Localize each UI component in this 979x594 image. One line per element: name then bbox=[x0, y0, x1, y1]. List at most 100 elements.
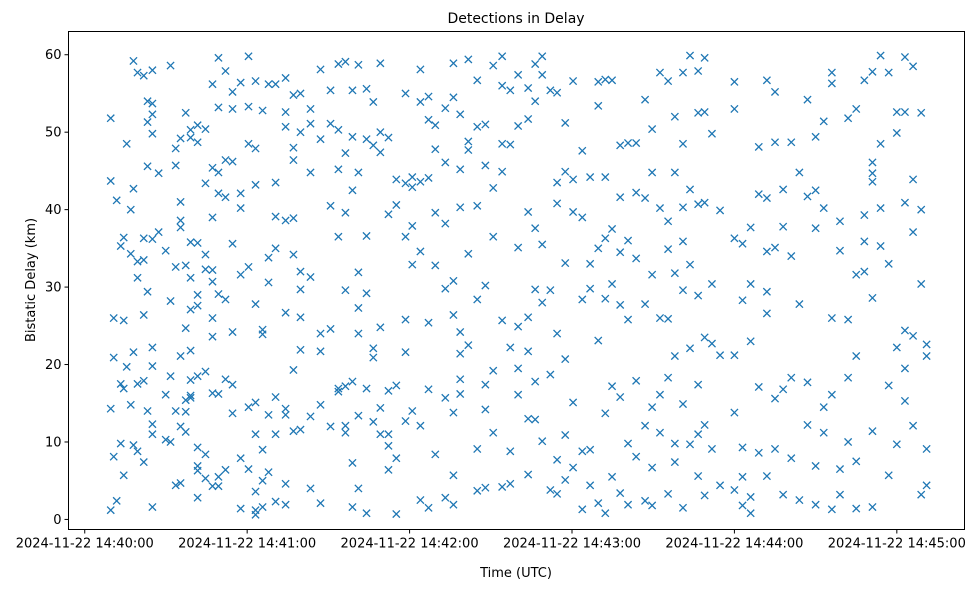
y-axis: 0 10 20 30 40 50 60 bbox=[45, 48, 69, 528]
data-point bbox=[754, 142, 763, 151]
data-point bbox=[376, 128, 385, 137]
data-point bbox=[754, 382, 763, 392]
data-point bbox=[258, 476, 267, 485]
data-point bbox=[578, 505, 587, 514]
data-point bbox=[868, 177, 877, 186]
data-point bbox=[648, 501, 657, 510]
data-point bbox=[754, 448, 763, 457]
data-point bbox=[498, 81, 507, 90]
y-tick-label: 20 bbox=[45, 358, 62, 373]
data-point bbox=[456, 165, 465, 174]
data-point bbox=[601, 173, 610, 182]
data-point bbox=[139, 458, 148, 467]
data-point bbox=[316, 65, 325, 74]
data-point bbox=[244, 465, 253, 474]
data-point bbox=[244, 139, 253, 148]
data-point bbox=[258, 106, 267, 115]
data-point bbox=[251, 180, 260, 189]
data-point bbox=[201, 474, 210, 483]
data-point bbox=[258, 502, 267, 512]
data-point bbox=[900, 198, 910, 207]
data-point bbox=[514, 70, 523, 79]
data-point bbox=[171, 406, 180, 416]
data-point bbox=[762, 76, 771, 85]
data-point bbox=[670, 458, 679, 467]
data-point bbox=[106, 506, 115, 515]
data-point bbox=[738, 501, 747, 510]
data-point bbox=[561, 430, 570, 440]
data-point bbox=[909, 421, 918, 430]
data-point bbox=[827, 79, 836, 88]
data-point bbox=[632, 254, 641, 263]
data-point bbox=[835, 465, 845, 474]
data-point bbox=[569, 175, 578, 184]
data-point bbox=[228, 87, 237, 96]
data-point bbox=[524, 470, 533, 479]
data-point bbox=[884, 259, 893, 268]
data-point bbox=[264, 278, 273, 287]
data-point bbox=[244, 262, 253, 272]
data-point bbox=[326, 86, 335, 95]
data-point bbox=[228, 380, 237, 389]
data-point bbox=[546, 86, 555, 95]
data-point bbox=[208, 80, 217, 89]
data-point bbox=[506, 447, 515, 456]
data-point bbox=[176, 197, 185, 206]
data-point bbox=[326, 119, 335, 128]
data-point bbox=[214, 53, 223, 62]
data-point bbox=[900, 52, 910, 62]
data-point bbox=[694, 291, 703, 300]
data-point bbox=[655, 314, 665, 323]
data-point bbox=[326, 422, 335, 431]
data-point bbox=[281, 216, 290, 225]
data-point bbox=[655, 390, 665, 399]
data-point bbox=[827, 505, 836, 514]
data-point bbox=[578, 146, 587, 155]
data-point bbox=[819, 403, 828, 412]
data-point bbox=[401, 315, 410, 324]
data-point bbox=[228, 157, 237, 166]
data-point bbox=[306, 104, 315, 114]
data-point bbox=[334, 59, 343, 69]
data-point bbox=[738, 239, 747, 248]
data-point bbox=[578, 295, 587, 304]
data-point bbox=[289, 156, 298, 165]
data-point bbox=[538, 298, 547, 307]
data-point bbox=[601, 409, 610, 418]
data-point bbox=[384, 441, 393, 450]
data-point bbox=[143, 97, 152, 106]
data-point bbox=[148, 420, 157, 429]
data-point bbox=[700, 491, 709, 500]
data-point bbox=[201, 265, 210, 274]
data-point bbox=[827, 314, 836, 323]
data-point bbox=[122, 139, 131, 148]
data-point bbox=[616, 393, 625, 402]
data-point bbox=[228, 104, 237, 114]
data-point bbox=[201, 450, 210, 459]
data-point bbox=[700, 333, 709, 342]
data-point bbox=[762, 193, 771, 203]
data-point bbox=[236, 454, 245, 463]
data-point bbox=[884, 68, 893, 77]
data-point bbox=[431, 261, 440, 270]
data-point bbox=[424, 318, 433, 327]
data-point bbox=[707, 339, 717, 348]
data-point bbox=[922, 481, 931, 490]
data-point bbox=[655, 68, 665, 77]
y-tick-label: 50 bbox=[45, 126, 62, 141]
data-point bbox=[770, 243, 780, 252]
data-point bbox=[296, 128, 305, 137]
data-point bbox=[762, 472, 771, 481]
data-point bbox=[514, 364, 523, 373]
data-point bbox=[892, 128, 901, 138]
data-point bbox=[251, 430, 260, 439]
data-point bbox=[296, 267, 305, 276]
data-point bbox=[694, 430, 703, 439]
data-point bbox=[416, 177, 425, 186]
data-point bbox=[369, 141, 378, 150]
data-point bbox=[892, 343, 901, 352]
data-point bbox=[376, 148, 385, 157]
data-point bbox=[586, 284, 595, 293]
data-point bbox=[670, 168, 679, 177]
